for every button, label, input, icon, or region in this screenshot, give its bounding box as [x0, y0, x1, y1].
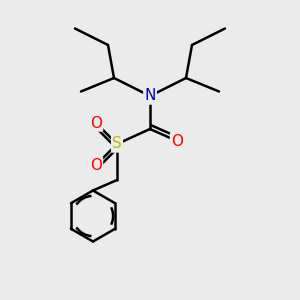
Text: N: N — [144, 88, 156, 104]
Text: S: S — [112, 136, 122, 152]
Text: O: O — [171, 134, 183, 148]
Text: O: O — [90, 158, 102, 172]
Text: O: O — [90, 116, 102, 130]
